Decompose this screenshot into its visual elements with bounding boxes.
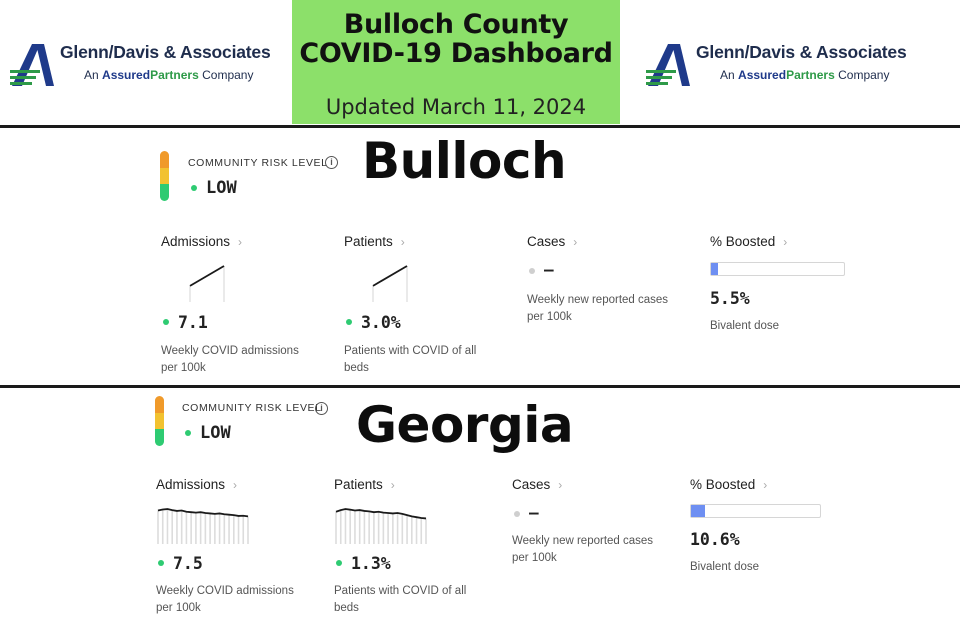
tagline-brand-partners: Partners [150, 68, 199, 82]
boosted-value: 10.6% [690, 530, 740, 549]
cases-status-dot [529, 268, 535, 274]
tagline-suffix: Company [838, 68, 890, 82]
updated-date: Updated March 11, 2024 [325, 95, 587, 119]
dashboard-header: Glenn/Davis & Associates An AssuredPartn… [0, 0, 960, 125]
admissions-status-dot [158, 560, 164, 566]
risk-level-meter [155, 396, 164, 446]
metric-admissions[interactable]: Admissions › [161, 234, 242, 249]
divider-middle [0, 385, 960, 388]
admissions-value: 7.5 [173, 554, 203, 573]
metric-cases[interactable]: Cases › [512, 477, 562, 492]
risk-level-meter [160, 151, 169, 201]
boosted-progress-fill [711, 263, 719, 275]
patients-status-dot [336, 560, 342, 566]
region-title: Georgia [356, 396, 574, 454]
logo-tagline: An AssuredPartners Company [84, 68, 253, 82]
cases-value: – [544, 260, 554, 279]
boosted-description: Bivalent dose [690, 561, 760, 573]
metric-title-label: Cases [512, 477, 551, 492]
metric-title-label: Admissions [156, 477, 226, 492]
company-logo-left: Glenn/Davis & Associates An AssuredPartn… [8, 38, 308, 94]
tagline-prefix: An [720, 68, 735, 82]
sparkline-line [372, 265, 408, 287]
patients-value: 3.0% [361, 313, 401, 332]
patients-description: Patients with COVID of all beds [344, 345, 477, 374]
boosted-value: 5.5% [710, 289, 750, 308]
risk-level-value: LOW [200, 423, 231, 443]
patients-status-dot [346, 319, 352, 325]
admissions-trend-sparkline [189, 265, 225, 302]
logo-company-name: Glenn/Davis & Associates [60, 42, 271, 62]
metric-title-label: Cases [527, 234, 566, 249]
tagline-brand-assured: Assured [102, 68, 151, 82]
boosted-description: Bivalent dose [710, 320, 780, 332]
dashboard-title-box: Bulloch County COVID-19 Dashboard Update… [292, 0, 620, 124]
metric-admissions[interactable]: Admissions › [156, 477, 237, 492]
metric-title-label: Patients [344, 234, 393, 249]
tagline-suffix: Company [202, 68, 254, 82]
risk-level-label: COMMUNITY RISK LEVEL [188, 157, 328, 169]
risk-level-label: COMMUNITY RISK LEVEL [182, 402, 322, 414]
sparkline-line [189, 265, 225, 287]
admissions-value: 7.1 [178, 313, 208, 332]
cases-description: Weekly new reported cases per 100k [512, 535, 654, 564]
tagline-prefix: An [84, 68, 99, 82]
metric-cases[interactable]: Cases › [527, 234, 577, 249]
info-icon[interactable]: i [325, 156, 338, 169]
chevron-right-icon: › [238, 235, 243, 249]
tagline-brand-partners: Partners [786, 68, 835, 82]
patients-value: 1.3% [351, 554, 391, 573]
boosted-progress-bar [690, 504, 821, 518]
metric-patients[interactable]: Patients › [344, 234, 405, 249]
region-panel-georgia: COMMUNITY RISK LEVEL i LOW Georgia Admis… [0, 388, 960, 640]
info-icon[interactable]: i [315, 402, 328, 415]
metric-title-label: % Boosted [710, 234, 776, 249]
cases-description: Weekly new reported cases per 100k [527, 294, 669, 323]
risk-level-value: LOW [206, 178, 237, 198]
sparkline-line [335, 508, 427, 520]
chevron-right-icon: › [763, 478, 768, 492]
chevron-right-icon: › [783, 235, 788, 249]
boosted-progress-fill [691, 505, 705, 517]
metric-title-label: Patients [334, 477, 383, 492]
chevron-right-icon: › [573, 235, 578, 249]
patients-trend-sparkline [372, 265, 408, 302]
admissions-trend-sparkline [157, 508, 249, 544]
region-panel-bulloch: COMMUNITY RISK LEVEL i LOW Bulloch Admis… [0, 128, 960, 385]
cases-value: – [529, 503, 539, 522]
risk-status-dot [191, 185, 197, 191]
metric-title-label: % Boosted [690, 477, 756, 492]
logo-mark-icon [10, 44, 54, 86]
company-logo-right: Glenn/Davis & Associates An AssuredPartn… [644, 38, 944, 94]
tagline-brand-assured: Assured [738, 68, 787, 82]
risk-status-dot [185, 430, 191, 436]
cases-status-dot [514, 511, 520, 517]
logo-mark-icon [646, 44, 690, 86]
logo-tagline: An AssuredPartners Company [720, 68, 889, 82]
metric-title-label: Admissions [161, 234, 231, 249]
patients-description: Patients with COVID of all beds [334, 585, 467, 614]
chevron-right-icon: › [400, 235, 405, 249]
region-title: Bulloch [362, 132, 567, 190]
dashboard-subtitle: COVID-19 Dashboard [299, 38, 613, 69]
dashboard-title: Bulloch County [343, 9, 569, 40]
patients-trend-sparkline [335, 508, 427, 544]
admissions-description: Weekly COVID admissions per 100k [156, 585, 294, 614]
sparkline-line [157, 508, 249, 518]
admissions-description: Weekly COVID admissions per 100k [161, 345, 299, 374]
chevron-right-icon: › [390, 478, 395, 492]
metric-boosted[interactable]: % Boosted › [710, 234, 787, 249]
metric-boosted[interactable]: % Boosted › [690, 477, 767, 492]
divider-top [0, 125, 960, 128]
chevron-right-icon: › [558, 478, 563, 492]
chevron-right-icon: › [233, 478, 238, 492]
admissions-status-dot [163, 319, 169, 325]
metric-patients[interactable]: Patients › [334, 477, 395, 492]
logo-company-name: Glenn/Davis & Associates [696, 42, 907, 62]
boosted-progress-bar [710, 262, 845, 276]
